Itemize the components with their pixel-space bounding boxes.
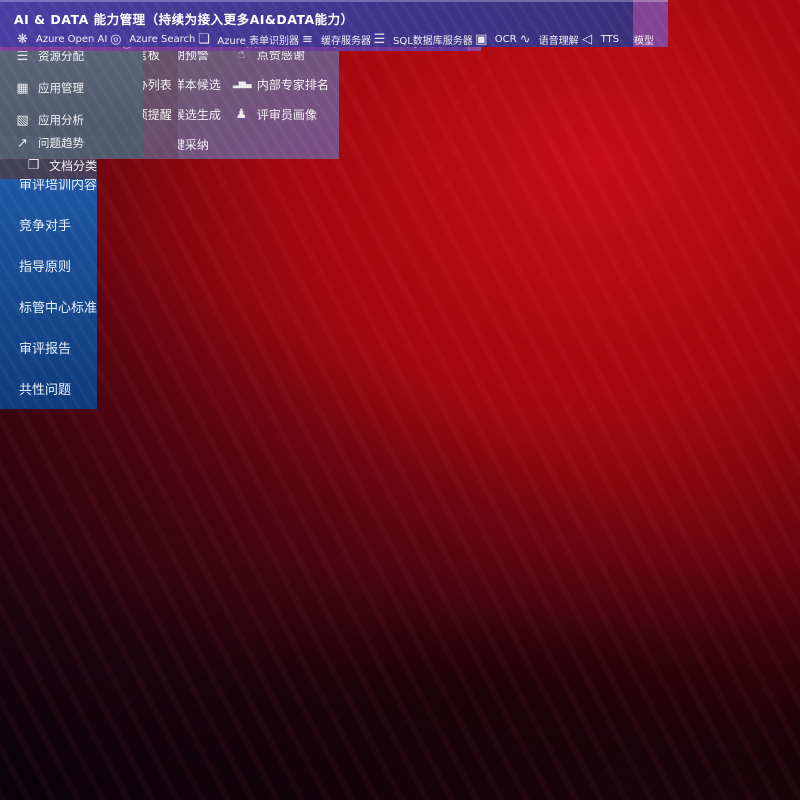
feature-item: ↗ 问题趋势 xyxy=(14,128,143,158)
sidebar-item: 指导原则 xyxy=(19,260,72,275)
feature-label: 资源分配 xyxy=(38,49,84,63)
feature-label: Azure 表单识别器 xyxy=(217,36,299,47)
person-icon: ♟ xyxy=(235,106,248,122)
feature-label: SQL数据库服务器 xyxy=(393,36,473,47)
feature-item: ◁ TTS xyxy=(579,32,619,47)
feature-label: 应用分析 xyxy=(38,113,84,127)
azure-search-icon: ◎ xyxy=(110,32,122,47)
feature-label: OCR xyxy=(494,34,517,45)
feature-item: ♟ 评审员画像 xyxy=(233,99,329,129)
app-grid-icon: ▦ xyxy=(16,80,29,96)
doc-category-icon: ❐ xyxy=(27,157,40,173)
feature-label: 评审员画像 xyxy=(256,107,317,122)
panel-ai-data-capability: AI & DATA 能力管理（持续为接入更多AI&DATA能力） ❋ Azure … xyxy=(0,0,633,47)
sidebar-item: 标管中心标准 xyxy=(19,301,98,316)
sql-database-icon: ☰ xyxy=(373,32,386,47)
feature-item: ☰ 资源分配 xyxy=(14,40,132,72)
sidebar-item: 竞争对手 xyxy=(19,219,72,234)
tts-speaker-icon: ◁ xyxy=(582,32,593,47)
feature-item: ▣ OCR xyxy=(473,32,517,47)
openai-icon: ❋ xyxy=(17,32,28,47)
panel-title: AI & DATA 能力管理（持续为接入更多AI&DATA能力） xyxy=(14,12,354,27)
feature-item: ≡ 缓存服务器 xyxy=(299,32,371,47)
feature-item: ▦ 应用管理 xyxy=(14,72,132,104)
feature-item: ☝ 点赞感谢 xyxy=(233,39,329,69)
form-recognizer-icon: ❏ xyxy=(198,32,210,47)
thumbs-up-icon: ☝ xyxy=(237,46,246,62)
sidebar-item: 审评培训内容 xyxy=(19,178,98,193)
sidebar-item: 审评报告 xyxy=(19,342,72,357)
list-icon: ☰ xyxy=(16,48,29,64)
feature-label: TTS xyxy=(600,34,619,45)
feature-label: 点赞感谢 xyxy=(256,47,305,62)
feature-item: ❏ Azure 表单识别器 xyxy=(195,32,299,47)
feature-item: ▂▅▃ 内部专家排名 xyxy=(233,69,329,99)
app-chart-icon: ▧ xyxy=(16,112,29,128)
feature-label: 应用管理 xyxy=(38,81,84,95)
feature-label: 问题趋势 xyxy=(38,136,84,150)
feature-item: ▧ 应用分析 xyxy=(14,104,132,136)
feature-item: ∿ 语音理解 xyxy=(517,32,579,47)
feature-label: Azure Open AI xyxy=(36,34,108,45)
feature-label: 语音理解 xyxy=(538,36,579,47)
trend-chart-icon: ↗ xyxy=(17,135,28,151)
feature-label: 缓存服务器 xyxy=(321,36,371,47)
feature-item: ❐ 文档分类 xyxy=(25,151,97,179)
ocr-icon: ▣ xyxy=(475,32,488,47)
ranking-icon: ▂▅▃ xyxy=(232,79,252,89)
speech-wave-icon: ∿ xyxy=(519,32,531,47)
feature-label: 内部专家排名 xyxy=(256,77,329,92)
feature-item: ◎ Azure Search xyxy=(107,32,195,47)
feature-label: Azure Search xyxy=(129,34,196,45)
sidebar-item: 共性问题 xyxy=(19,383,72,398)
cache-server-icon: ≡ xyxy=(302,32,313,47)
feature-item: ☰ SQL数据库服务器 xyxy=(371,32,473,47)
feature-label: 文档分类 xyxy=(49,158,98,173)
feature-item: ❋ Azure Open AI xyxy=(14,32,107,47)
